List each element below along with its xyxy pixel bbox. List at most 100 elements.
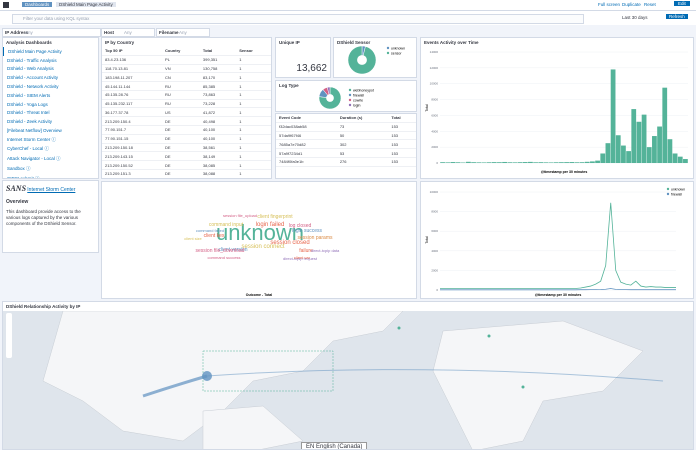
cell: 1 [236, 99, 271, 109]
filter[interactable]: Host Any [101, 28, 155, 37]
filter-value: Any [179, 30, 187, 35]
point [202, 371, 212, 381]
link[interactable]: Internet Storm Center ⓘ [7, 136, 57, 142]
sensor-panel: DShield Sensor [333, 37, 417, 78]
cell: 1 [236, 143, 271, 153]
cell: 38,085 [199, 160, 237, 170]
link[interactable]: DShield - Threat Intel [7, 110, 50, 116]
sans-logo: SANS [6, 184, 27, 193]
cell: 302 [336, 139, 389, 150]
cell: 50 [336, 131, 389, 141]
menu-icon[interactable] [3, 2, 9, 8]
link[interactable]: DShield - Web Analysis [7, 66, 54, 72]
cell: VN [162, 64, 200, 74]
column-header: Event Code [276, 114, 337, 123]
cell: 45.144.11.144 [102, 81, 163, 91]
row: 183.198.11.207 CN 83,170 1 [102, 72, 271, 83]
header-row: Event Code Duration (s) Total [276, 114, 416, 123]
cell: 1 [236, 64, 271, 74]
cell: 1 [236, 169, 271, 178]
land [432, 320, 644, 449]
cell: 130,758 [199, 64, 237, 74]
point [521, 385, 525, 389]
cell: DE [162, 116, 200, 127]
link[interactable]: DShield - Zeek Activity [7, 119, 53, 125]
link-list: DShield Main Page Activity DShield - Traf… [3, 47, 98, 179]
filter[interactable]: IP Address Any [2, 28, 101, 37]
action[interactable]: Reset [644, 2, 656, 7]
row: 77.90.151.15 DE 40,100 1 [102, 134, 271, 144]
link[interactable]: DShield - Yoga Logs [7, 101, 48, 107]
link[interactable]: Sandbox ⓘ [7, 166, 31, 172]
sans-panel: SANS Internet Storm Center Overview This… [2, 180, 99, 253]
filter-value: Any [124, 30, 132, 35]
cloud-panel [101, 181, 417, 299]
language-bar[interactable]: EN English (Canada) [301, 442, 368, 449]
map-panel: DShield Relationship Activity by IP EN E… [2, 301, 694, 450]
column-header: Total [199, 47, 237, 56]
events-panel: Events Activity over Time [420, 37, 694, 179]
time-picker[interactable]: Last 30 days [622, 15, 648, 20]
cell: DE [162, 151, 200, 162]
link[interactable]: [Filebeat Netflow] Overview [7, 127, 62, 133]
link[interactable]: CIRCLsubmit ⓘ [7, 175, 40, 179]
cell: 213.209.150.18 [102, 143, 163, 153]
row: 77.90.151.7 DE 40,100 1 [102, 125, 271, 135]
top-bar: Dashboards DShield Main Page Activity Fu… [0, 0, 696, 11]
cell: 1 [236, 72, 271, 83]
cell: 276 [336, 157, 389, 167]
map-controls[interactable] [6, 313, 12, 358]
link[interactable]: CyberChef - Local ⓘ [7, 146, 50, 152]
cell: 77.90.151.15 [102, 134, 163, 144]
column-header: Total [388, 114, 416, 123]
cell: 57a9f7234d1 [276, 148, 337, 158]
link[interactable]: DShield - Network Activity [7, 84, 59, 90]
query-input[interactable]: Filter your data using KQL syntax [12, 14, 584, 24]
cell: PL [162, 55, 200, 65]
cell: 41,872 [199, 107, 237, 118]
row: 45.144.11.144 RU 85,385 1 [102, 81, 271, 91]
column-header: Country [162, 47, 200, 56]
cell: 153 [388, 131, 416, 141]
cell: 40,100 [199, 134, 237, 144]
placeholder: Filter your data using KQL syntax [23, 16, 90, 21]
cell: RU [162, 90, 200, 100]
row: 45.135.232.117 RU 73,228 1 [102, 99, 271, 109]
link[interactable]: DShield - Account Activity [7, 75, 59, 81]
row: 7484f0fa0e1b 276 153 [276, 157, 416, 167]
point [397, 326, 401, 330]
cell: 45.135.232.117 [102, 99, 163, 109]
breadcrumb[interactable]: Dashboards [22, 2, 53, 7]
cell: 213.209.151.3 [102, 169, 163, 178]
cell: 1 [236, 116, 271, 127]
cell: 40,498 [199, 116, 237, 127]
row: 213.209.150.52 DE 38,085 1 [102, 160, 271, 170]
row: 45.135.28.76 RU 73,863 1 [102, 90, 271, 100]
cell: 38,088 [199, 169, 237, 178]
row: 57da9f67f46 50 153 [276, 131, 416, 141]
refresh-button[interactable]: Refresh [666, 14, 688, 19]
cell: RU [162, 81, 200, 91]
header-row: Top 50 IP Country Total Sensor [102, 47, 271, 56]
column-header: Sensor [236, 47, 271, 56]
cell: 53 [336, 148, 389, 158]
link[interactable]: DShield - Traffic Analysis [7, 57, 57, 63]
cell: DE [162, 169, 200, 178]
link[interactable]: DShield - SIEM Alerts [7, 92, 51, 98]
filter[interactable]: Filename Any [156, 28, 210, 37]
metric: 13,662 [296, 63, 327, 74]
row: 36.177.37.78 US 41,872 1 [102, 107, 271, 118]
link[interactable]: Internet Storm Center [27, 187, 76, 193]
cell: 1 [236, 160, 271, 170]
breadcrumb[interactable]: DShield Main Page Activity [56, 2, 116, 7]
edit-button[interactable]: Edit [674, 1, 690, 6]
line-panel [420, 181, 694, 299]
action[interactable]: Full screen [598, 2, 621, 7]
link[interactable]: DShield Main Page Activity [3, 47, 98, 56]
log-type-panel: Log Type [275, 80, 417, 112]
table: Top 50 IP Country Total Sensor 83.4.23.136 PL… [102, 47, 271, 178]
link[interactable]: Attack Navigator - Local ⓘ [7, 156, 61, 162]
action[interactable]: Duplicate [622, 2, 641, 7]
column-header: Duration (s) [336, 114, 389, 123]
cell: 57da9f67f46 [276, 131, 337, 141]
